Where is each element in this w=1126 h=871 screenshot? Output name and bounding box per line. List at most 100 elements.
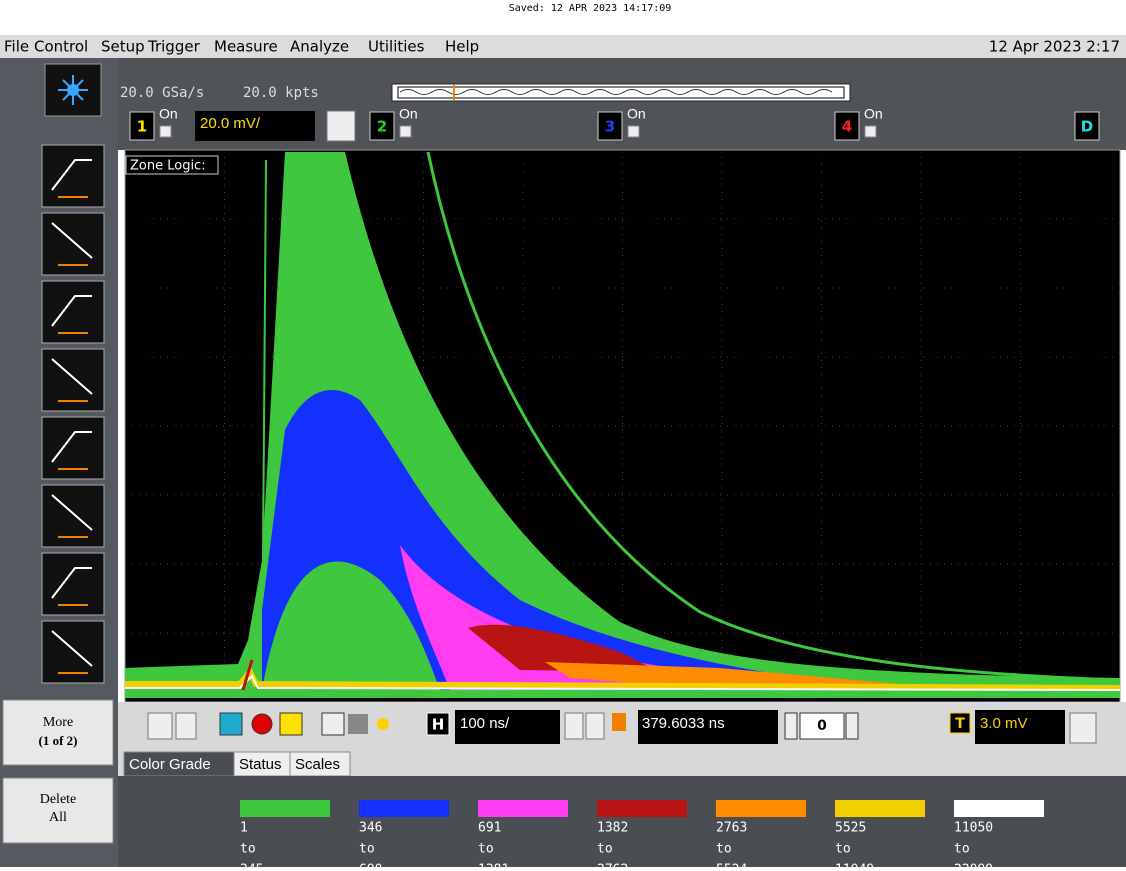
- channel-button[interactable]: [597, 111, 623, 141]
- grade-to: to: [716, 842, 732, 857]
- channel-button[interactable]: [1074, 111, 1100, 141]
- menu-item[interactable]: Help: [445, 38, 479, 56]
- tab-label: Status: [239, 756, 282, 773]
- channel-button[interactable]: [834, 111, 860, 141]
- menu-item[interactable]: File: [4, 38, 29, 56]
- channel-checkbox[interactable]: [399, 125, 412, 138]
- grade-from: 1: [240, 821, 248, 836]
- menu-datetime: 12 Apr 2023 2:17: [989, 38, 1120, 56]
- menu-items: File Control Setup Trigger Measure Analyze Uti…: [4, 38, 479, 56]
- grade-until: 1381: [478, 863, 509, 868]
- memory-depth: 20.0 kpts: [243, 85, 319, 101]
- grade-swatch: [835, 800, 925, 817]
- channel-button[interactable]: [129, 111, 155, 141]
- tabs: Color Grade Status Scales: [123, 751, 351, 777]
- grade-to: to: [240, 842, 256, 857]
- time-scale-box[interactable]: [455, 710, 560, 744]
- time-position: 379.6033 ns: [642, 715, 725, 732]
- channel-number: 2: [377, 118, 387, 136]
- channel-number: 4: [842, 118, 852, 136]
- time-position-box[interactable]: [638, 710, 778, 744]
- trigger-mode-icon: [51, 567, 92, 599]
- channel-row: 1 On 20.0 mV/2 On 3 On 4 On D: [129, 106, 1100, 142]
- trigger-level-box[interactable]: [975, 710, 1065, 744]
- waveform: [125, 151, 1121, 698]
- menu-item[interactable]: Setup: [101, 38, 145, 56]
- channel-coupling[interactable]: [326, 110, 356, 142]
- channel-scale-box[interactable]: [195, 111, 315, 141]
- grade-to: to: [835, 842, 851, 857]
- channel-state: On: [627, 106, 646, 122]
- delete-button[interactable]: [2, 777, 114, 844]
- grade-until: 345: [240, 863, 263, 868]
- grade-until: 5524: [716, 863, 747, 868]
- menu-item[interactable]: Control: [34, 38, 88, 56]
- tab[interactable]: [289, 751, 351, 777]
- overview-bar: [391, 83, 851, 102]
- channel-number: D: [1081, 118, 1093, 136]
- more-button[interactable]: [2, 699, 114, 766]
- channel-scale: 20.0 mV/: [200, 115, 261, 132]
- menu-bar: [0, 35, 1126, 58]
- grade-from: 691: [478, 821, 501, 836]
- channel-number: 3: [605, 118, 615, 136]
- grade-until: 11049: [835, 863, 874, 868]
- tab-label: Scales: [295, 756, 340, 773]
- logo: [58, 75, 88, 105]
- grade-to: to: [359, 842, 375, 857]
- grade-from: 5525: [835, 821, 866, 836]
- overview-wave: [399, 89, 833, 95]
- channel-checkbox[interactable]: [159, 125, 172, 138]
- grade-swatch: [597, 800, 687, 817]
- trigger-mode-icon: [51, 494, 93, 531]
- delete-label: Delete: [40, 792, 77, 807]
- grade-until: 690: [359, 863, 382, 868]
- menu-item[interactable]: Utilities: [368, 38, 425, 56]
- grade-swatch: [954, 800, 1044, 817]
- channel-state: On: [399, 106, 418, 122]
- channel-checkbox[interactable]: [864, 125, 877, 138]
- tab-label: Color Grade: [129, 756, 211, 773]
- more-label: More: [43, 715, 73, 730]
- menu-item[interactable]: Measure: [214, 38, 278, 56]
- trigger-mode-icon: [51, 295, 92, 327]
- menu-item[interactable]: Trigger: [147, 38, 201, 56]
- trigger-buttons: [41, 144, 105, 684]
- channel-number: 1: [137, 118, 147, 136]
- channel-button[interactable]: [369, 111, 395, 141]
- grade-swatch: [359, 800, 449, 817]
- channel-checkbox[interactable]: [627, 125, 640, 138]
- zone-label: Zone Logic:: [130, 159, 206, 174]
- zone-label-box: [125, 155, 219, 175]
- grade-until: 2762: [597, 863, 628, 868]
- grade-until: 22099: [954, 863, 993, 868]
- zero-button[interactable]: [799, 712, 845, 740]
- grade-from: 346: [359, 821, 382, 836]
- trigger-mode-icon: [51, 358, 93, 395]
- time-scale: 100 ns/: [460, 715, 510, 732]
- grade-from: 2763: [716, 821, 747, 836]
- horizontal-button[interactable]: [426, 712, 450, 736]
- grid: [125, 150, 1120, 702]
- color-grade-panel: [118, 776, 1126, 867]
- grade-swatch: [716, 800, 806, 817]
- saved-banner: Saved: 12 APR 2023 14:17:09: [509, 3, 672, 14]
- control-icons: [147, 712, 1097, 744]
- tab[interactable]: [233, 751, 291, 777]
- trigger-level: 3.0 mV: [980, 715, 1028, 732]
- trigger-mode-icon: [51, 431, 92, 463]
- grade-swatch: [240, 800, 330, 817]
- overview-window: [397, 86, 845, 99]
- more-page: (1 of 2): [39, 733, 78, 748]
- grade-to: to: [478, 842, 494, 857]
- grade-from: 11050: [954, 821, 993, 836]
- channel-state: On: [159, 106, 178, 122]
- delete-label: All: [49, 810, 67, 825]
- grade-to: to: [597, 842, 613, 857]
- trigger-button[interactable]: [949, 712, 971, 734]
- grade-to: to: [954, 842, 970, 857]
- channel-state: On: [864, 106, 883, 122]
- menu-item[interactable]: Analyze: [290, 38, 349, 56]
